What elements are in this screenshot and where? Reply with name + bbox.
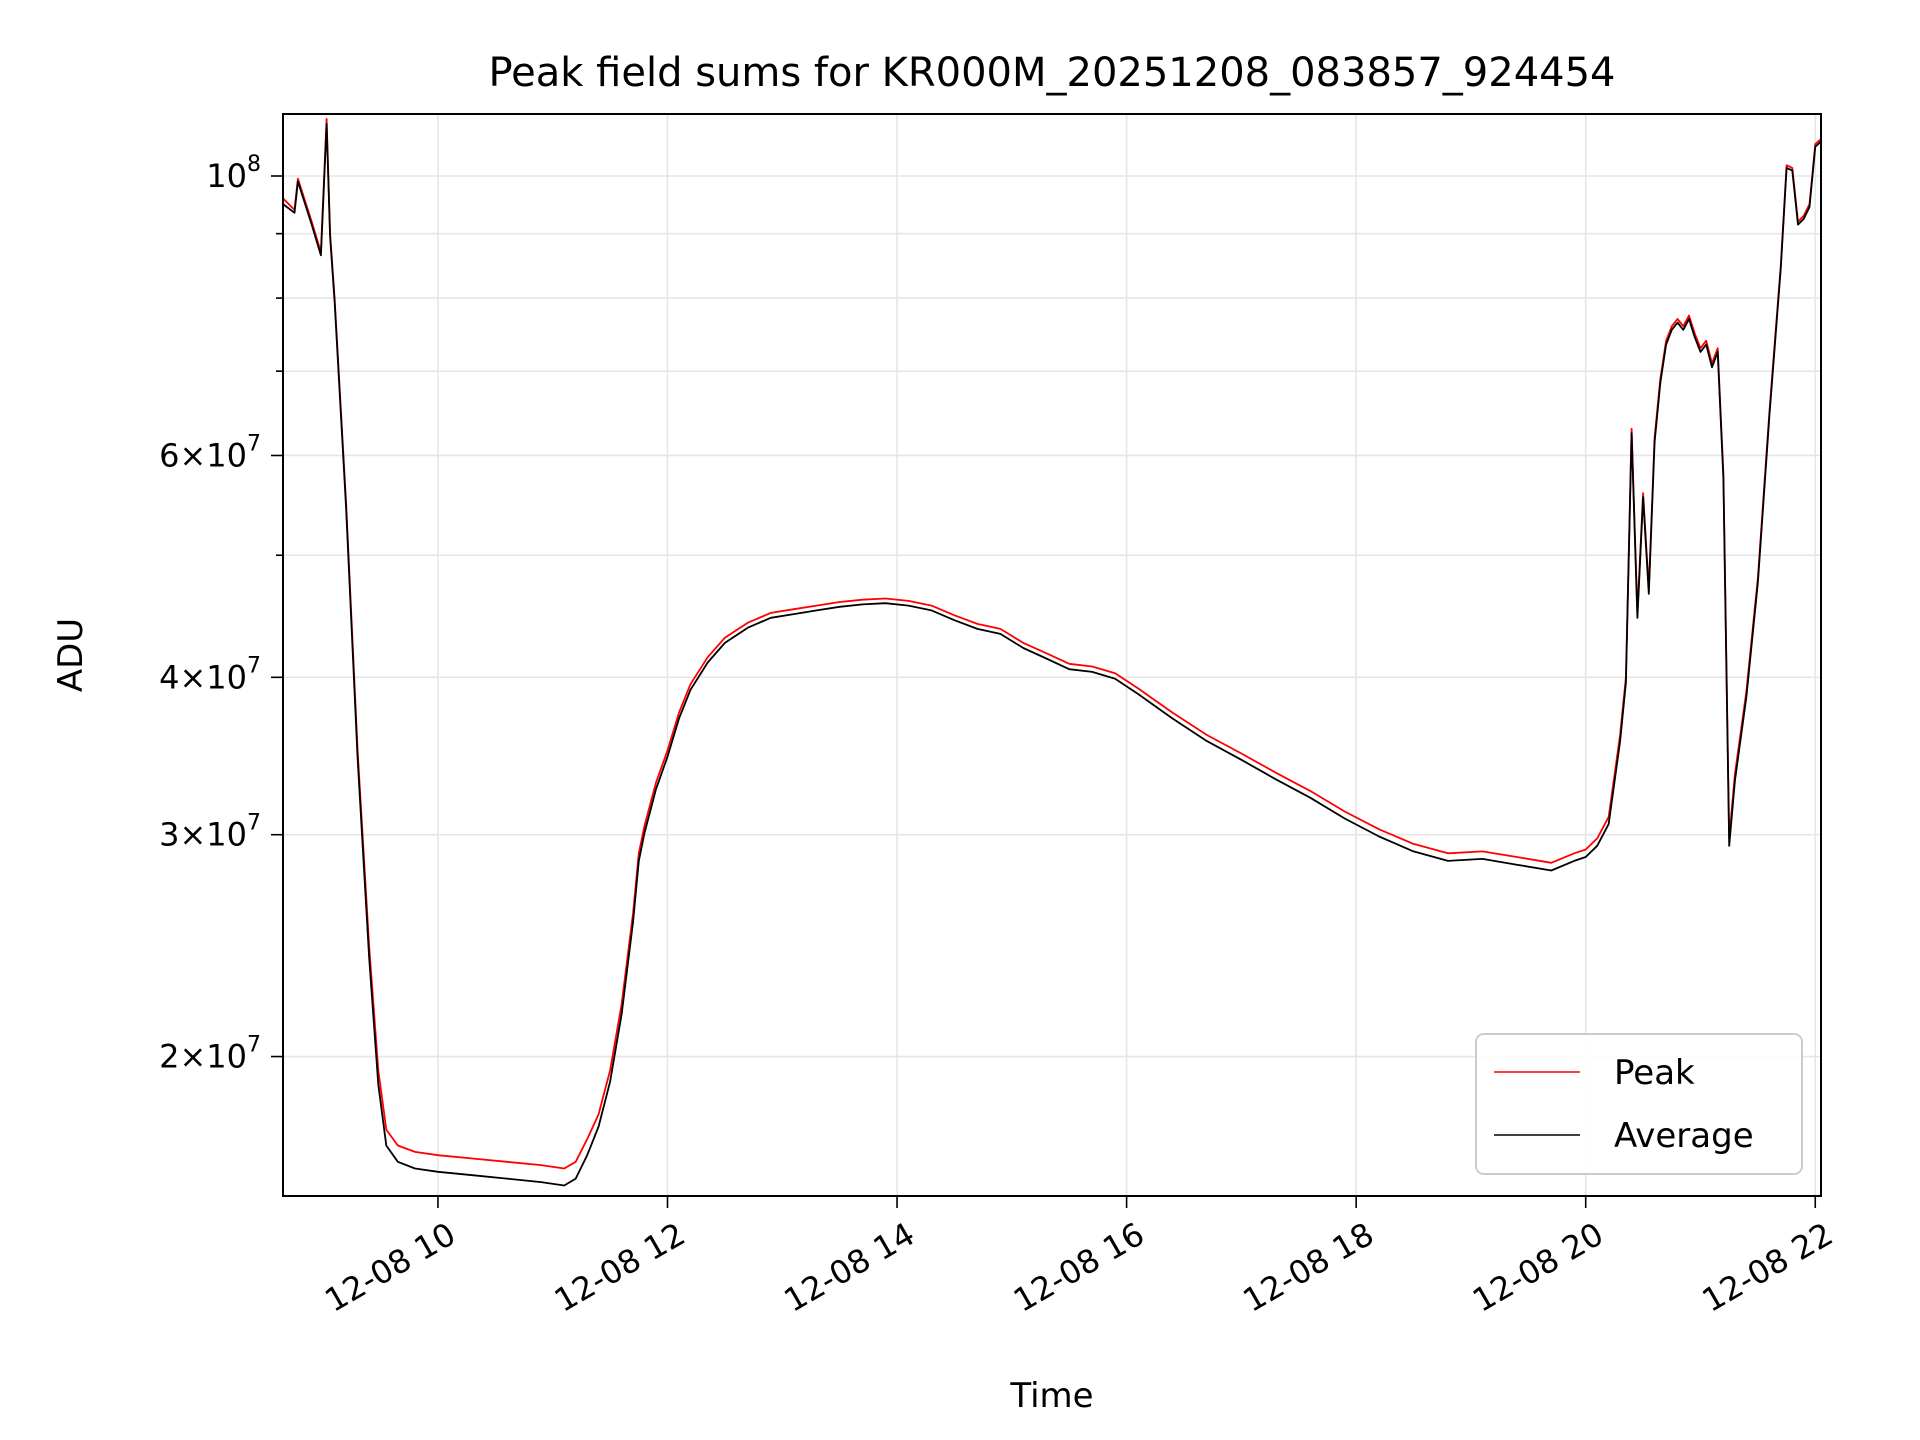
svg-text:6×107: 6×107 bbox=[159, 431, 261, 474]
svg-text:3×107: 3×107 bbox=[159, 811, 261, 854]
svg-text:4×107: 4×107 bbox=[159, 653, 261, 696]
y-tick-label: 3×107 bbox=[159, 811, 261, 854]
svg-text:108: 108 bbox=[206, 152, 261, 195]
svg-text:2×107: 2×107 bbox=[159, 1033, 261, 1076]
y-tick-label: 2×107 bbox=[159, 1033, 261, 1076]
legend-label-peak: Peak bbox=[1614, 1053, 1695, 1093]
legend: Peak Average bbox=[1475, 1033, 1803, 1175]
grid-lines bbox=[283, 114, 1821, 1196]
series-lines bbox=[283, 118, 1821, 1187]
x-axis-label: Time bbox=[1009, 1376, 1093, 1416]
legend-label-average: Average bbox=[1614, 1116, 1754, 1156]
y-tick-label: 6×107 bbox=[159, 431, 261, 474]
y-axis-label: ADU bbox=[51, 618, 91, 692]
chart-title: Peak field sums for KR000M_20251208_0838… bbox=[488, 50, 1615, 96]
legend-box bbox=[1475, 1033, 1803, 1175]
y-axis-ticks: 108 6×107 4×107 3×107 2×107 bbox=[159, 152, 283, 1076]
y-tick-label: 108 bbox=[206, 152, 261, 195]
plot-area-frame bbox=[282, 113, 1822, 1197]
series-line-peak bbox=[283, 118, 1821, 1170]
y-tick-label: 4×107 bbox=[159, 653, 261, 696]
series-line-average bbox=[283, 123, 1821, 1187]
